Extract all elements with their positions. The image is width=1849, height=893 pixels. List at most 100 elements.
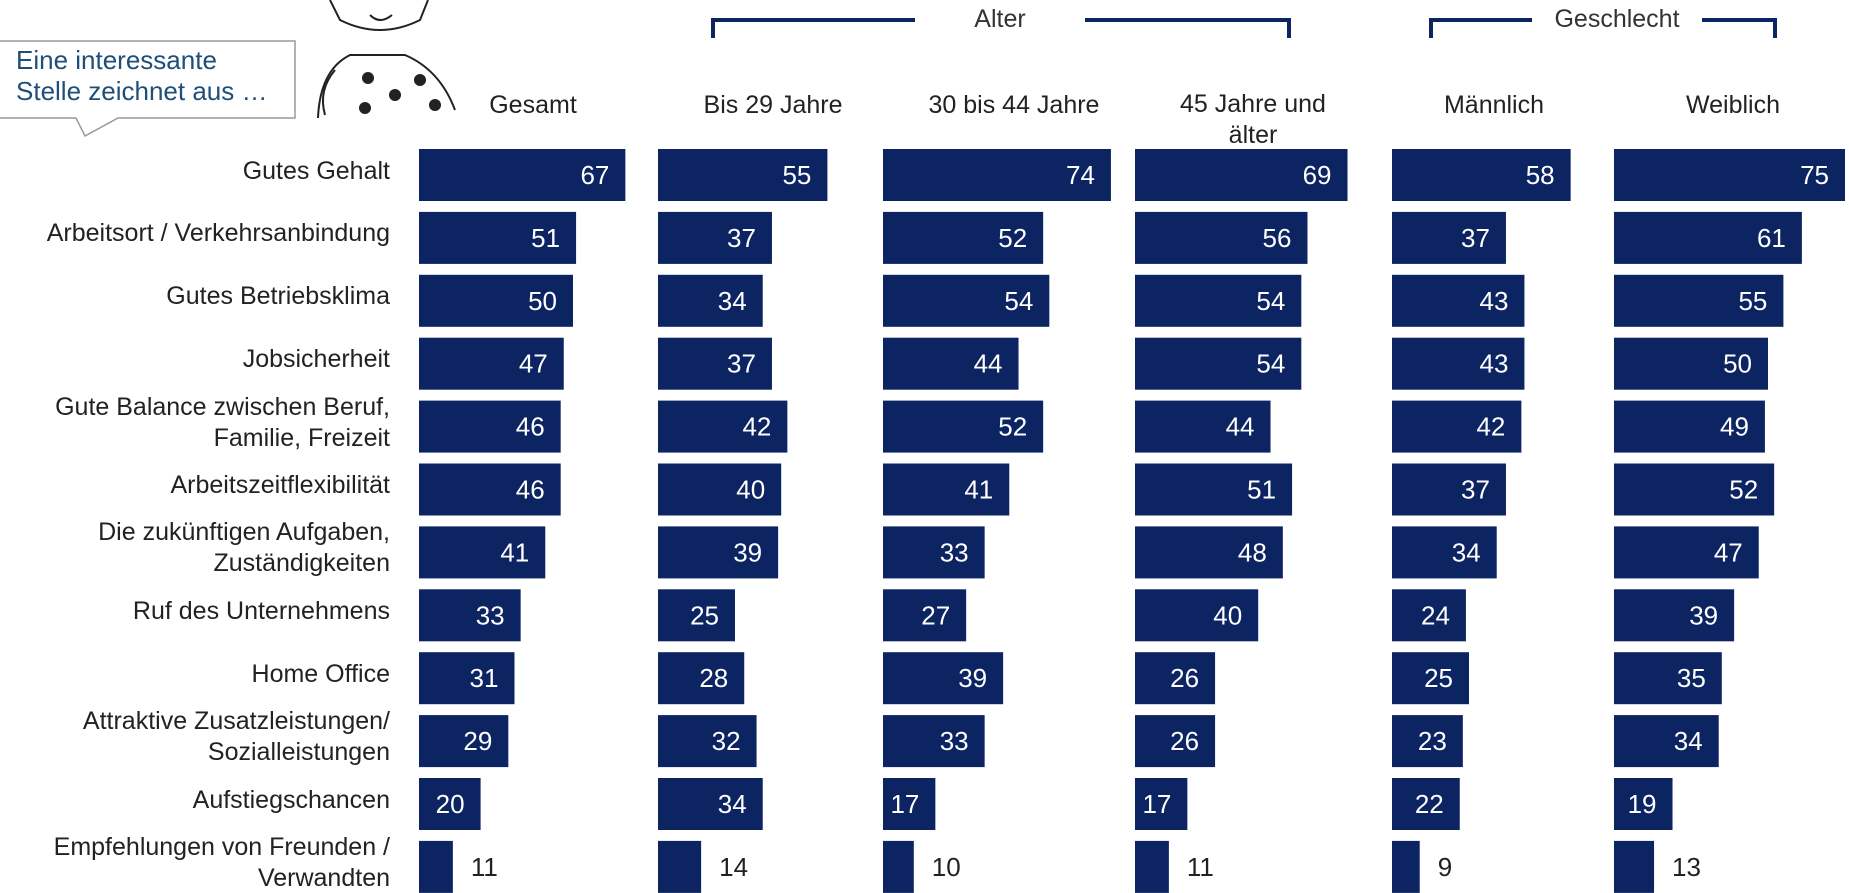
bar xyxy=(1392,149,1571,201)
value-label: 44 xyxy=(1226,412,1255,442)
value-label: 39 xyxy=(733,537,762,567)
bar xyxy=(419,526,546,579)
value-label: 34 xyxy=(1452,537,1481,567)
bar xyxy=(1614,274,1784,327)
value-label: 52 xyxy=(998,223,1027,253)
bar xyxy=(419,840,453,893)
bar xyxy=(419,211,577,264)
value-label: 34 xyxy=(1674,726,1703,756)
value-label: 35 xyxy=(1677,663,1706,693)
category-label: Aufstiegschancen xyxy=(192,785,390,814)
value-label: 33 xyxy=(476,600,505,630)
bar xyxy=(1135,274,1302,327)
category-label: Jobsicherheit xyxy=(242,345,390,374)
group-bracket xyxy=(711,18,1291,38)
bar xyxy=(1135,652,1216,705)
bar xyxy=(658,211,772,264)
bar xyxy=(1135,589,1259,642)
value-label: 27 xyxy=(921,600,950,630)
bar xyxy=(883,589,967,642)
bar xyxy=(658,715,757,768)
bar xyxy=(419,274,573,327)
category-label: Ruf des Unternehmens xyxy=(132,596,390,625)
category-label: Gutes Betriebsklima xyxy=(166,282,390,311)
bar xyxy=(1135,526,1283,579)
bar xyxy=(1392,778,1460,830)
value-label: 47 xyxy=(519,349,548,379)
bar xyxy=(1135,778,1188,830)
series-header: Gesamt xyxy=(489,90,577,119)
value-label: 24 xyxy=(1421,600,1450,630)
bar xyxy=(1392,840,1420,893)
bar xyxy=(1614,715,1719,768)
value-label: 23 xyxy=(1418,726,1447,756)
bar xyxy=(1135,337,1302,390)
bar xyxy=(1392,463,1506,516)
bar xyxy=(419,463,561,516)
bar xyxy=(883,652,1004,705)
value-label: 52 xyxy=(998,412,1027,442)
value-label: 75 xyxy=(1800,160,1829,190)
value-label: 39 xyxy=(1689,600,1718,630)
value-label: 20 xyxy=(436,789,465,819)
bar xyxy=(1135,840,1169,893)
bar xyxy=(419,337,564,390)
bar xyxy=(658,463,782,516)
bar xyxy=(883,778,936,830)
category-label: Home Office xyxy=(251,659,390,688)
value-label: 74 xyxy=(1066,160,1095,190)
value-label: 14 xyxy=(719,852,748,882)
value-label: 69 xyxy=(1303,160,1332,190)
value-label: 32 xyxy=(712,726,741,756)
bar xyxy=(1135,463,1293,516)
callout-text: Eine interessante Stelle zeichnet aus … xyxy=(16,45,268,106)
value-label: 37 xyxy=(1461,223,1490,253)
bar xyxy=(658,589,735,642)
bar xyxy=(1614,778,1673,830)
value-label: 48 xyxy=(1238,537,1267,567)
category-label: Empfehlungen von Freunden / Verwandten xyxy=(53,832,390,892)
series-header: Männlich xyxy=(1443,90,1545,119)
bar xyxy=(1135,715,1216,768)
bar xyxy=(883,274,1050,327)
group-label: Geschlecht xyxy=(1554,5,1680,33)
value-label: 11 xyxy=(1187,852,1214,882)
value-label: 52 xyxy=(1729,475,1758,505)
value-label: 54 xyxy=(1004,286,1033,316)
bar xyxy=(1135,211,1308,264)
value-label: 54 xyxy=(1256,286,1285,316)
value-label: 54 xyxy=(1256,349,1285,379)
value-label: 26 xyxy=(1170,663,1199,693)
bar xyxy=(1392,526,1497,579)
value-label: 22 xyxy=(1415,789,1444,819)
bar xyxy=(1392,274,1525,327)
value-label: 41 xyxy=(500,537,529,567)
value-label: 25 xyxy=(690,600,719,630)
series-header: Weiblich xyxy=(1685,90,1781,119)
value-label: 67 xyxy=(580,160,609,190)
value-label: 11 xyxy=(471,852,498,882)
value-label: 17 xyxy=(890,789,919,819)
bar xyxy=(883,337,1019,390)
bar xyxy=(1392,715,1463,768)
bar xyxy=(419,778,481,830)
value-label: 17 xyxy=(1142,789,1171,819)
value-label: 39 xyxy=(958,663,987,693)
value-label: 47 xyxy=(1714,537,1743,567)
bar xyxy=(1135,400,1271,453)
category-label: Arbeitsort / Verkehrsanbindung xyxy=(46,219,390,248)
bar xyxy=(883,400,1044,453)
value-label: 34 xyxy=(718,789,747,819)
bar xyxy=(658,778,763,830)
group-bracket xyxy=(1429,18,1777,38)
value-label: 31 xyxy=(470,663,499,693)
value-label: 42 xyxy=(742,412,771,442)
bar xyxy=(1392,400,1522,453)
value-label: 46 xyxy=(516,412,545,442)
value-label: 43 xyxy=(1480,286,1509,316)
value-label: 40 xyxy=(736,475,765,505)
value-label: 37 xyxy=(727,349,756,379)
category-label: Gutes Gehalt xyxy=(242,156,390,185)
